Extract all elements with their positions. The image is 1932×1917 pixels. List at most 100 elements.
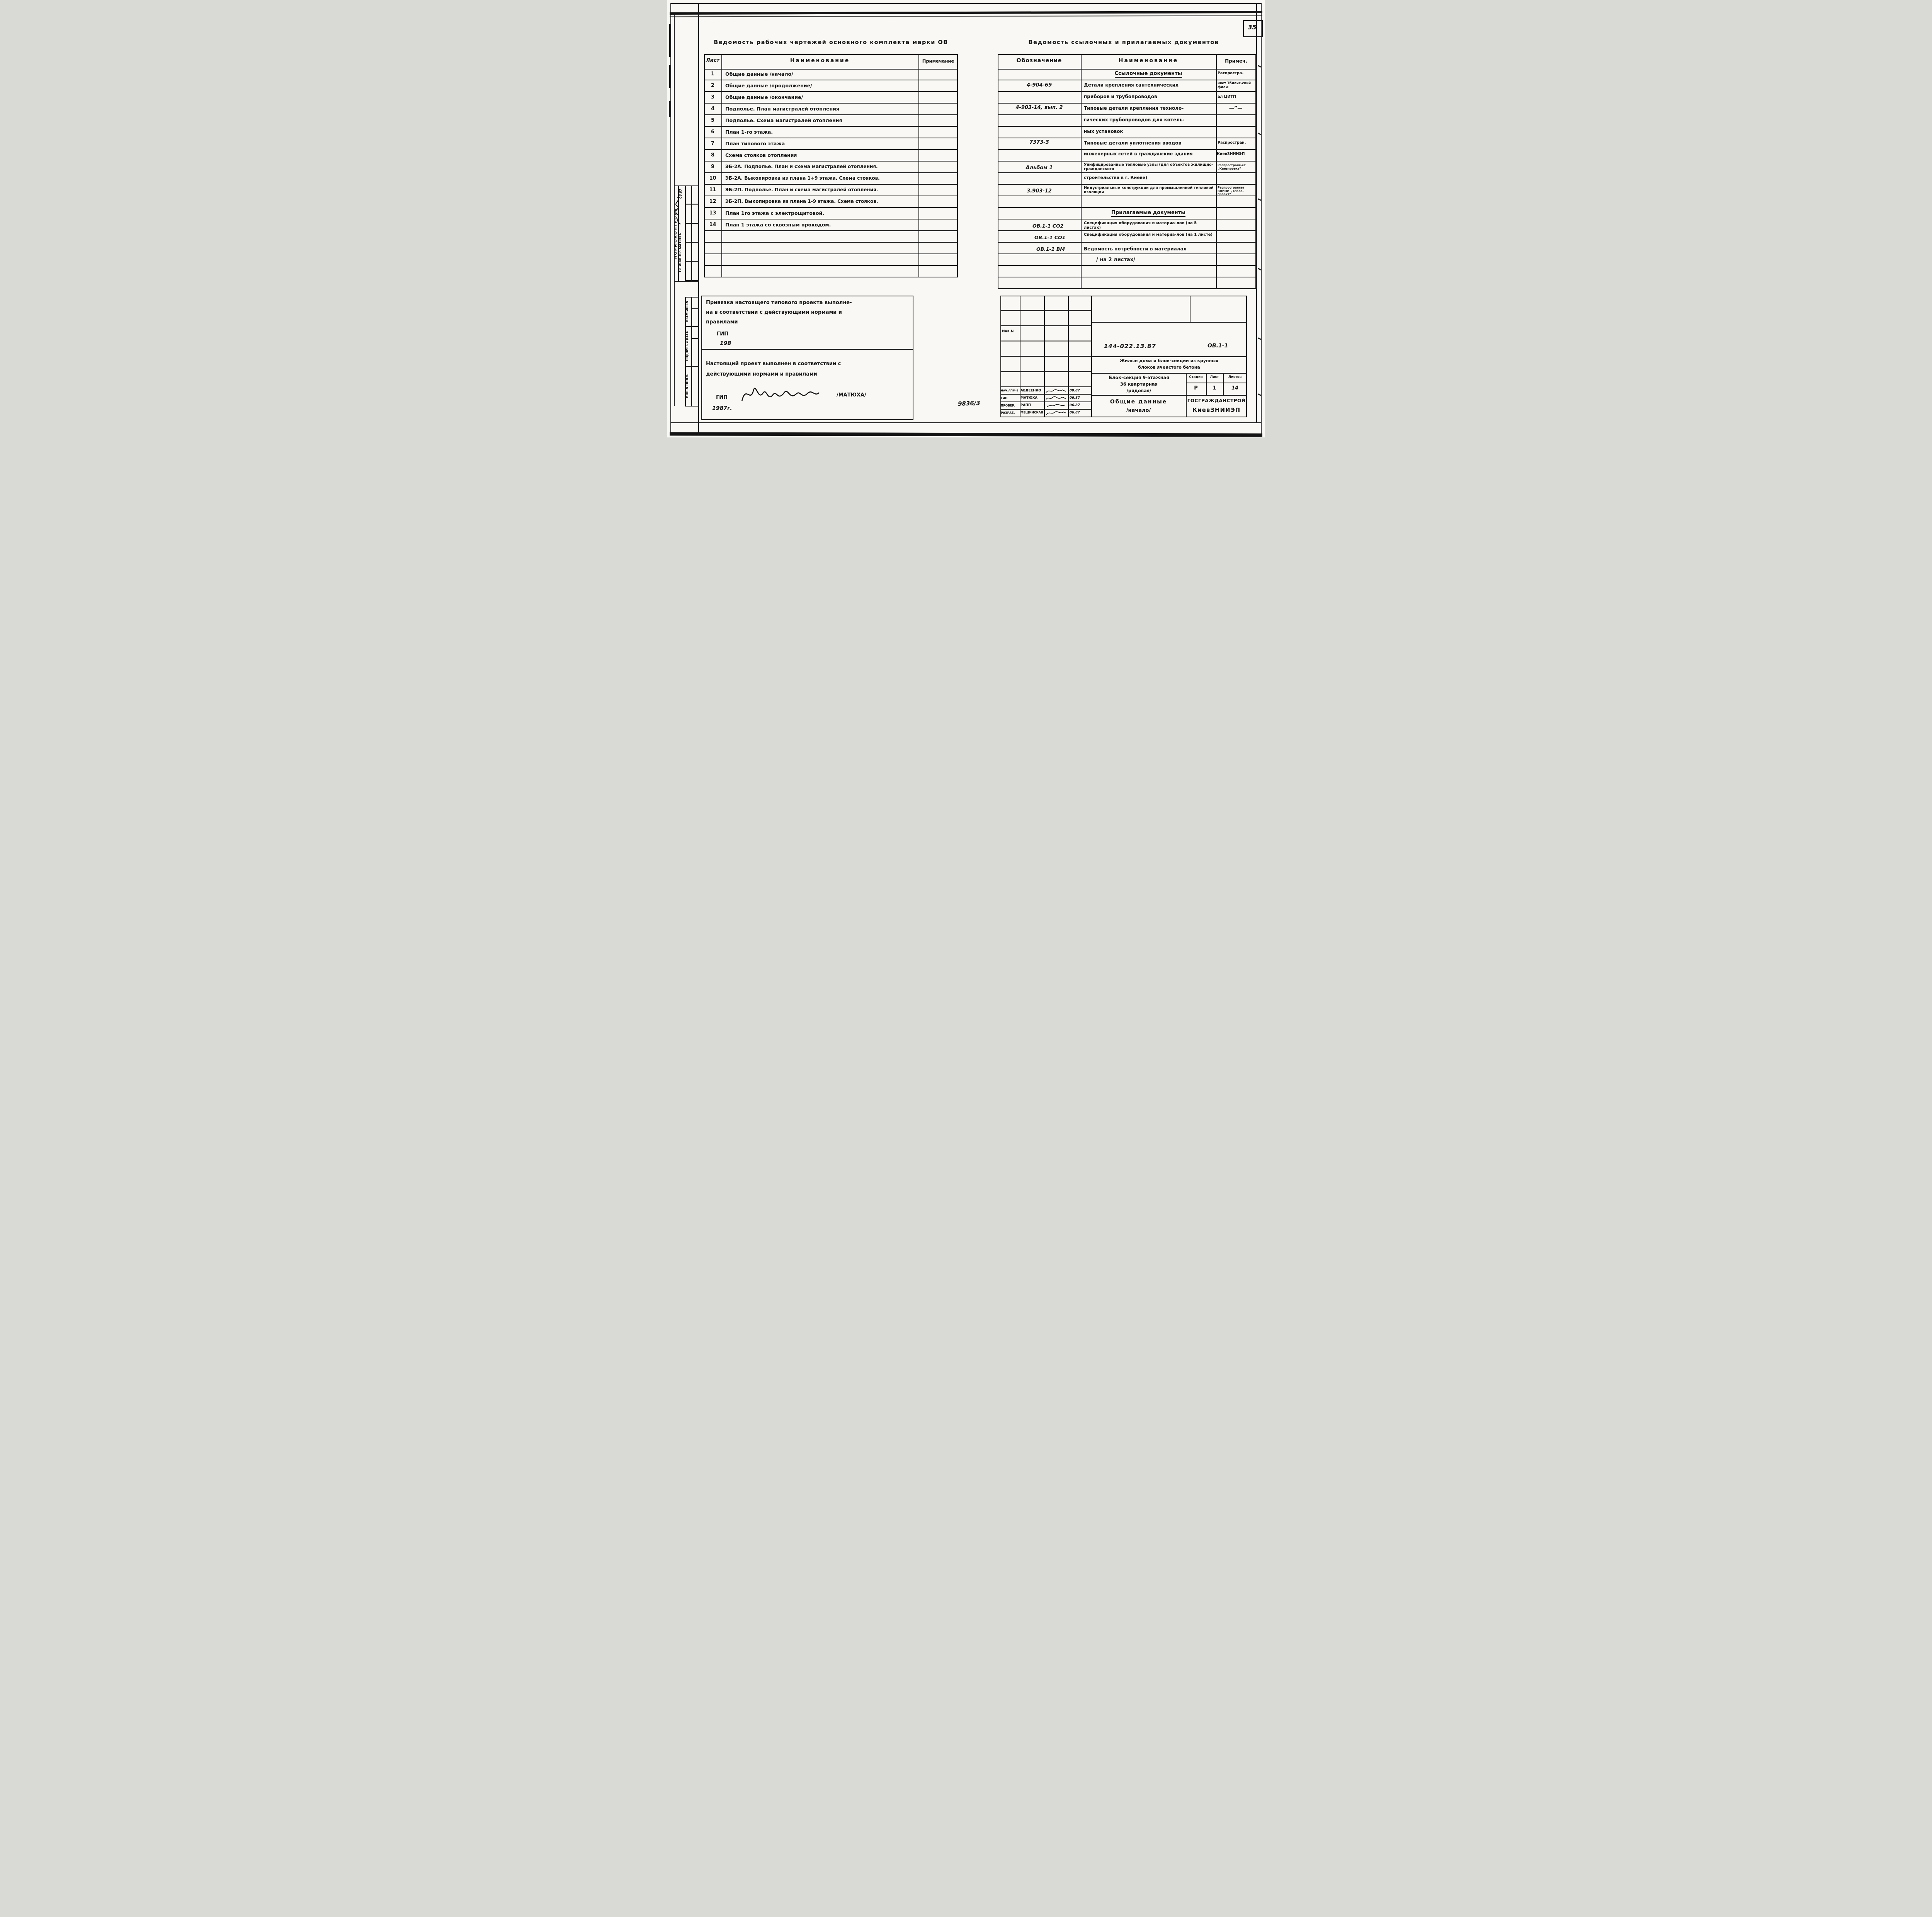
chief-engineer-label: ГЛ.ИНЖ.ПР. МАТЮХА: [679, 233, 682, 272]
stage-value: Р: [1194, 385, 1198, 391]
grid-line: [691, 338, 698, 339]
row-num: 10: [709, 175, 716, 181]
sheet-label: Лист: [1210, 375, 1219, 379]
grid-line: [1223, 373, 1224, 395]
cell-note: Распростра-: [1218, 71, 1244, 75]
cell-name: Спецификация оборудования и материа-лов …: [1084, 233, 1213, 237]
row-num: 1: [711, 71, 715, 77]
cell-name: Типовые детали крепления техноло-: [1084, 105, 1184, 111]
archive-number: 9836/3: [957, 399, 980, 408]
left-table-title: Ведомость рабочих чертежей основного ком…: [714, 39, 948, 46]
frame-line: [1256, 3, 1257, 422]
gip-year: 1987г.: [712, 405, 732, 412]
sig-date: 08.87: [1070, 389, 1080, 393]
cell-name: Ведомость потребности в материалах: [1084, 246, 1187, 252]
left-col-note: Примечание: [922, 58, 954, 64]
scan-artifact: [669, 65, 670, 88]
frame-line: [670, 422, 1262, 423]
row-num: 8: [711, 152, 715, 158]
series-name: Жилые дома и блок-секции из крупных: [1119, 358, 1219, 363]
right-col-name: Наименование: [1118, 58, 1179, 64]
grid-line: [1216, 54, 1217, 289]
cell-code: Альбом 1: [1026, 165, 1053, 171]
row-num: 4: [711, 106, 715, 112]
cell-name: / на 2 листах/: [1096, 257, 1135, 263]
cell-note: —”—: [1229, 105, 1243, 111]
grid-line: [685, 297, 686, 406]
section-title: Прилагаемые документы: [1111, 210, 1186, 217]
cell-name: строительства в г. Киеве): [1084, 175, 1148, 180]
cell-name: инженерных сетей в гражданские здания: [1084, 151, 1193, 156]
inv-label: Инв.N: [1002, 330, 1014, 333]
row-num: 5: [711, 117, 715, 123]
row-name: ЭБ-2П. Подполье. План и схема магистрале…: [725, 187, 878, 192]
sig-name: МАТЮХА: [1020, 396, 1037, 400]
object-name: Блок-секция 9-этажная: [1109, 375, 1169, 380]
doc-code: ОВ.1-1: [1208, 343, 1228, 349]
section-title: Ссылочные документы: [1114, 71, 1182, 78]
grid-line: [1091, 322, 1247, 323]
torn-edge-bottom: [669, 432, 1263, 437]
row-num: 13: [709, 210, 716, 216]
row-num: 7: [711, 141, 715, 146]
sig-role: ПРОВЕР.: [1001, 404, 1015, 407]
note-line: Настоящий проект выполнен в соответствии…: [706, 361, 841, 367]
row-num: 12: [709, 199, 716, 204]
note-line: правилами: [706, 319, 738, 325]
sig-date: 06.87: [1070, 411, 1080, 415]
sig-role: НАЧ.АПМ-2: [1001, 389, 1019, 392]
page-number-box: [1243, 20, 1263, 37]
cell-name: Унифицированные тепловые узлы (для объек…: [1084, 163, 1213, 171]
cell-name: приборов и трубопроводов: [1084, 94, 1157, 99]
org-name: ГОСГРАЖДАНСТРОЙ: [1187, 398, 1246, 403]
row-num: 14: [709, 222, 716, 228]
sig-name: РАПП: [1020, 403, 1031, 407]
row-name: Подполье. Схема магистралей отопления: [725, 117, 842, 123]
row-name: План 1-го этажа.: [725, 129, 773, 135]
right-col-code: Обозначение: [1016, 58, 1062, 64]
sig-date: 06.87: [1070, 403, 1080, 407]
cell-name: Индустриальные конструкции для промышлен…: [1084, 186, 1214, 194]
cell-note: Распространя-ет „Киевпроект”: [1218, 163, 1246, 170]
page-number: 35: [1248, 24, 1257, 31]
signature-matyukha: [741, 388, 820, 401]
content-name: /начало/: [1126, 408, 1151, 413]
grid-line: [721, 54, 722, 277]
series-name: блоков ячеистого бетона: [1138, 365, 1200, 370]
cell-note: Распростран.: [1218, 141, 1246, 145]
cell-code: 3.903-12: [1027, 188, 1052, 194]
gip-label: ГИП: [717, 331, 729, 337]
cell-name: Детали крепления сантехнических: [1084, 82, 1179, 88]
signature-avdeenko: [1046, 389, 1066, 393]
org-name: КиевЗНИИЭП: [1192, 407, 1241, 413]
sig-name: МЕЩИНСКАЯ: [1020, 411, 1043, 414]
content-name: Общие данные: [1110, 399, 1167, 405]
left-table-rows-grid: [705, 69, 957, 277]
grid-line: [1206, 373, 1207, 395]
left-col-sheet: Лист: [706, 58, 720, 63]
gip-name: /МАТЮХА/: [837, 392, 866, 398]
cell-note: Распространяет ВНИПИ „Тепло-проект”: [1218, 186, 1245, 196]
signature-matyukha-small: [1046, 396, 1066, 400]
grid-line: [685, 326, 698, 327]
sheet-value: 1: [1213, 385, 1216, 391]
row-num: 9: [711, 164, 715, 170]
row-name: ЭБ-2П. Выкопировка из плана 1-9 этажа. С…: [725, 199, 878, 204]
object-name: /рядовая/: [1126, 388, 1151, 393]
grid-line: [685, 406, 698, 407]
scan-artifact: [669, 101, 670, 117]
sig-role: РАЗРАБ.: [1001, 411, 1015, 415]
row-name: ЭБ-2А. Подполье. План и схема магистрале…: [725, 164, 878, 169]
signature-normokontrol: [674, 197, 681, 225]
row-num: 6: [711, 129, 715, 135]
cell-name: Спецификация оборудования и материа-лов …: [1084, 221, 1197, 230]
sheets-label: Листов: [1228, 375, 1242, 379]
frame-line: [698, 3, 699, 435]
doc-number: 144-022.13.87: [1104, 343, 1156, 350]
sig-name: АВДЕЕНКО: [1020, 389, 1041, 393]
row-name: Общие данные /начало/: [725, 71, 793, 77]
gip-label: ГИП: [716, 395, 728, 400]
right-table-title: Ведомость ссылочных и прилагаемых докуме…: [1028, 39, 1219, 46]
inv-podl-label: ИНВ.N ПОДЛ.: [685, 374, 689, 398]
cell-code: 7373-3: [1029, 139, 1049, 145]
